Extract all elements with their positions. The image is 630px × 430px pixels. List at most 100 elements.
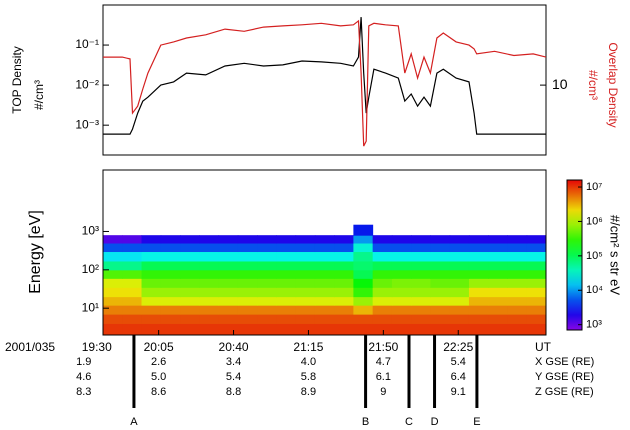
spectrogram-cell (507, 296, 528, 306)
spectrogram-cell (276, 305, 297, 315)
spectrogram-cell (391, 305, 412, 315)
spectrogram-cell (237, 243, 258, 253)
colorbar-tick-label: 10³ (586, 319, 602, 331)
y2-tick-label: 10 (552, 76, 568, 92)
spectrogram-cell (353, 243, 374, 253)
date-label: 2001/035 (5, 340, 55, 354)
spectrogram-cell (468, 269, 489, 279)
spectrogram-cell (507, 269, 528, 279)
spectrogram-cell (507, 251, 528, 262)
spectrogram-cell (295, 305, 316, 315)
spectrogram-cell (468, 235, 489, 244)
spectrogram-cell (507, 314, 528, 324)
spectrogram-cell (199, 260, 220, 271)
spectrogram-cell (507, 278, 528, 288)
spectrogram-cell (257, 287, 277, 298)
spectrogram-cell (237, 287, 258, 298)
spectrogram-cell (372, 251, 393, 262)
ephemeris-value: 4.7 (376, 356, 391, 368)
spectrogram-cell (391, 235, 412, 244)
spectrogram-cell (372, 287, 393, 298)
spectrogram-cell (430, 323, 451, 336)
spectrogram-cell (526, 243, 547, 253)
spectrogram-cell (141, 287, 162, 298)
spectrogram-cell (411, 323, 431, 336)
spectrogram-cell (180, 260, 200, 271)
spectrogram-cell (411, 287, 431, 298)
spectrogram-cell (430, 305, 451, 315)
spectrogram-cell (334, 314, 354, 324)
spectrogram-cell (257, 305, 277, 315)
y2-axis-unit: #/cm³ (586, 70, 600, 100)
spectrogram-cell (160, 235, 181, 244)
spectrogram-cell (122, 323, 143, 336)
spectrogram-cell (103, 305, 123, 315)
spectrogram-cell (199, 287, 220, 298)
spectrogram-cell (103, 278, 123, 288)
x-tick-label: 20:40 (219, 340, 249, 354)
spectrogram-cell (526, 269, 547, 279)
spectrogram-cell (391, 260, 412, 271)
spectrogram-cell (103, 287, 123, 298)
spectrogram-cell (353, 235, 374, 244)
spectrogram-cell (180, 296, 200, 306)
spectrogram-cell (334, 269, 354, 279)
spectrogram-cell (314, 314, 335, 324)
y-tick-label: 10⁻³ (75, 117, 99, 131)
spectrogram-cell (468, 296, 489, 306)
spectrogram-cell (314, 251, 335, 262)
spectrogram-cell (257, 296, 277, 306)
spectrogram-cell (199, 243, 220, 253)
spectrogram-cell (353, 323, 374, 336)
spectrogram-cell (411, 314, 431, 324)
y-tick-label: 10¹ (82, 300, 99, 314)
ephemeris-value: 5.4 (451, 356, 466, 368)
ephemeris-value: 5.8 (301, 371, 316, 383)
spectrogram-cell (507, 287, 528, 298)
spectrogram-cell (218, 235, 239, 244)
spectrogram-cell (122, 260, 143, 271)
spectrogram-cell (218, 269, 239, 279)
spectrogram-cell (160, 296, 181, 306)
spectrogram-cell (295, 251, 316, 262)
event-label: C (405, 416, 413, 428)
spectrogram-cell (218, 305, 239, 315)
event-label: D (431, 416, 439, 428)
spectrogram-cell (372, 243, 393, 253)
spectrogram-cell (160, 287, 181, 298)
bottom-panel-border (102, 169, 547, 336)
spectrogram-cell (199, 235, 220, 244)
spectrogram-cell (526, 260, 547, 271)
spectrogram-cell (334, 296, 354, 306)
spectrogram-cell (237, 305, 258, 315)
spectrogram-cell (276, 251, 297, 262)
spectrogram-cell (430, 287, 451, 298)
spectrogram-cell (411, 260, 431, 271)
y-tick-label: 10⁻¹ (75, 37, 99, 51)
spectrogram-cell (391, 243, 412, 253)
ephemeris-value: 5.4 (226, 371, 241, 383)
spectrogram-cell (141, 251, 162, 262)
spectrogram-cell (218, 287, 239, 298)
spectrogram-cell (141, 314, 162, 324)
spectrogram-cell (160, 323, 181, 336)
spectrogram-cell (507, 305, 528, 315)
spectrogram-cell (218, 251, 239, 262)
spectrogram-cell (391, 314, 412, 324)
ephemeris-label: Y GSE (RE) (535, 371, 594, 383)
spectrogram-cell (122, 278, 143, 288)
spectrogram-cell (372, 296, 393, 306)
spectrogram-cell (468, 260, 489, 271)
x-tick-label: 22:25 (443, 340, 473, 354)
spectrogram-cell (314, 305, 335, 315)
spectrogram-cell (372, 235, 393, 244)
spectrogram-cell (295, 243, 316, 253)
ut-label: UT (535, 340, 552, 354)
spectrogram-cell (314, 287, 335, 298)
spectrogram-cell (353, 278, 374, 288)
spectrogram-cell (122, 305, 143, 315)
spectrogram-cell (103, 235, 123, 244)
spectrogram-cell (180, 305, 200, 315)
spectrogram-cell (160, 243, 181, 253)
spectrogram-cell (160, 314, 181, 324)
